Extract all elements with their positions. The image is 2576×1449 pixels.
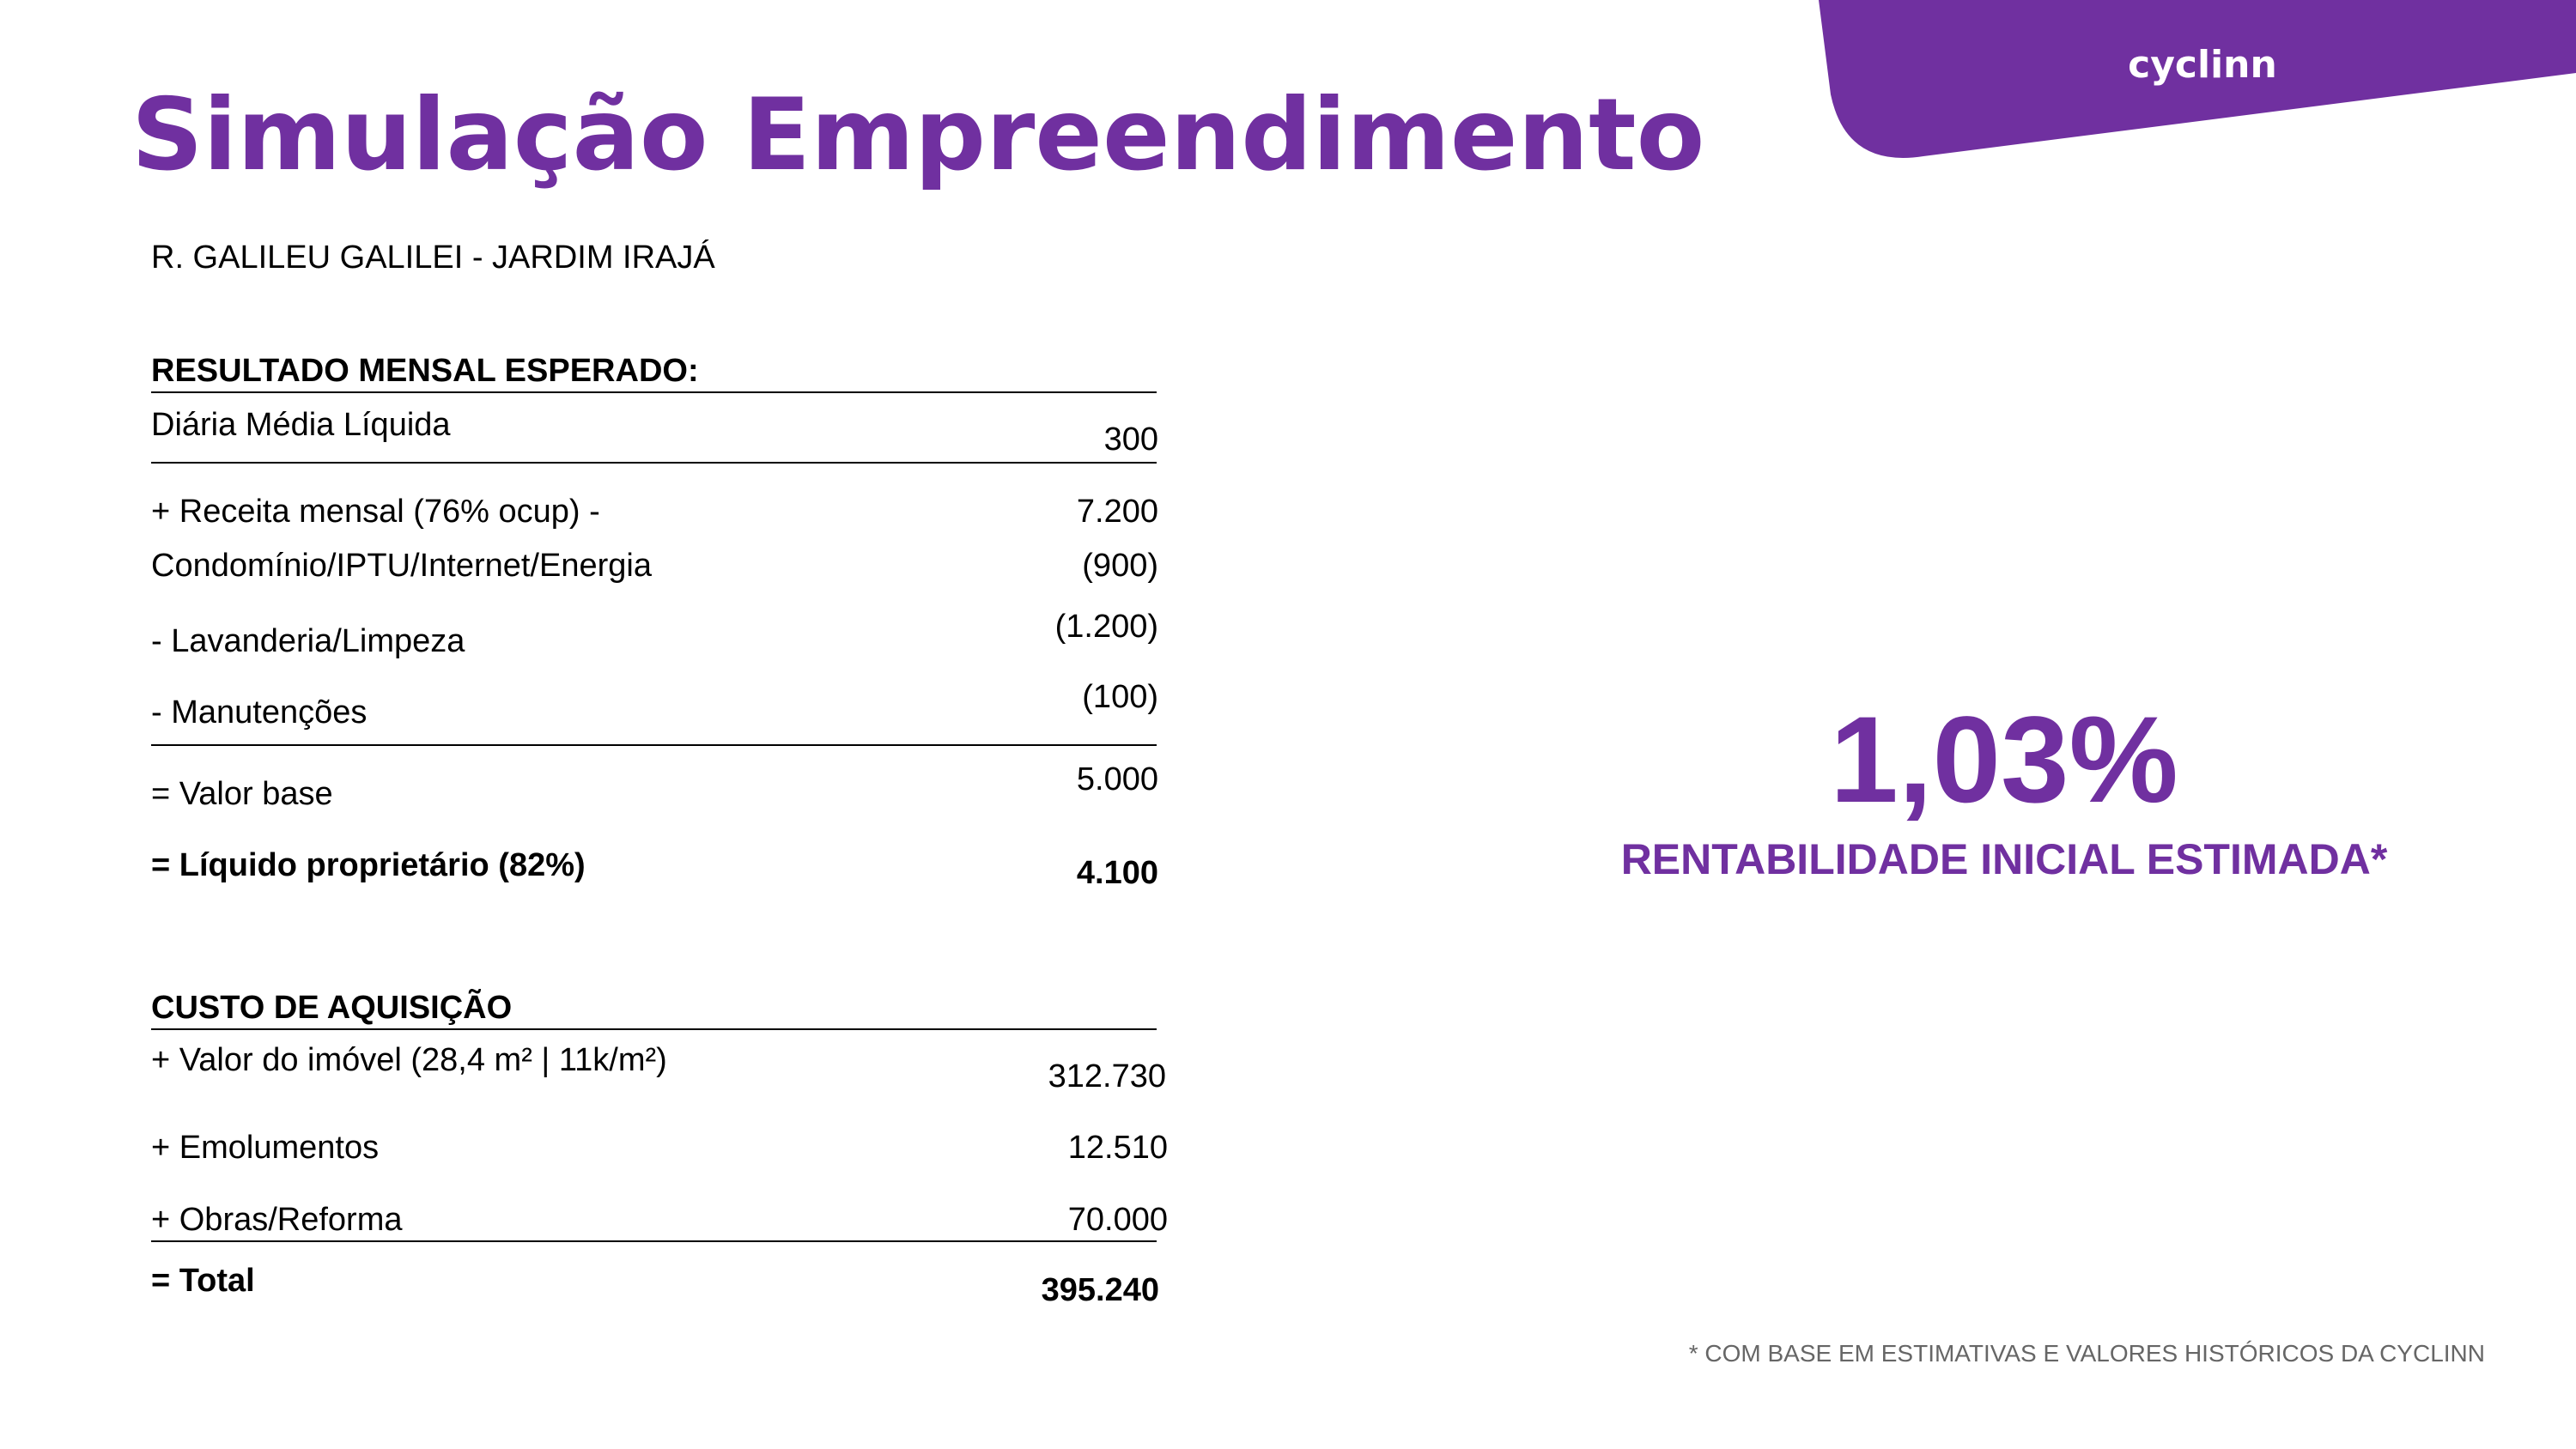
- row-value: 300: [1104, 421, 1158, 458]
- footnote: * COM BASE EM ESTIMATIVAS E VALORES HIST…: [1689, 1340, 2485, 1367]
- row-label: + Receita mensal (76% ocup) -: [151, 494, 600, 530]
- row-value: 4.100: [1077, 855, 1158, 891]
- row-value: (900): [1082, 548, 1158, 584]
- row-value: 70.000: [1068, 1202, 1168, 1238]
- row-label: - Lavanderia/Limpeza: [151, 623, 465, 659]
- row-value: (100): [1082, 679, 1158, 715]
- logo-banner: [1819, 0, 2576, 158]
- row-label: = Líquido proprietário (82%): [151, 847, 586, 883]
- logo: cyclinn: [2128, 43, 2277, 87]
- title: Simulação Empreendimento: [131, 77, 1704, 193]
- row-value: 7.200: [1077, 494, 1158, 530]
- section-heading: RESULTADO MENSAL ESPERADO:: [151, 353, 699, 389]
- highlight-value: 1,03%: [1830, 692, 2178, 828]
- row-label: + Obras/Reforma: [151, 1202, 403, 1238]
- row-value: (1.200): [1055, 609, 1158, 645]
- row-value: 395.240: [1042, 1272, 1159, 1308]
- row-value: 5.000: [1077, 761, 1158, 797]
- row-label: Diária Média Líquida: [151, 407, 451, 443]
- row-value: 312.730: [1048, 1058, 1166, 1094]
- row-value: 12.510: [1068, 1130, 1168, 1166]
- row-label: - Manutenções: [151, 694, 367, 731]
- row-label: Condomínio/IPTU/Internet/Energia: [151, 548, 653, 584]
- section-heading: CUSTO DE AQUISIÇÃO: [151, 988, 512, 1026]
- row-label: + Valor do imóvel (28,4 m² | 11k/m²): [151, 1042, 667, 1078]
- highlight-caption: RENTABILIDADE INICIAL ESTIMADA*: [1621, 835, 2388, 883]
- row-label: + Emolumentos: [151, 1130, 379, 1166]
- row-label: = Valor base: [151, 776, 333, 812]
- address: R. GALILEU GALILEI - JARDIM IRAJÁ: [151, 239, 715, 276]
- row-label: = Total: [151, 1263, 255, 1299]
